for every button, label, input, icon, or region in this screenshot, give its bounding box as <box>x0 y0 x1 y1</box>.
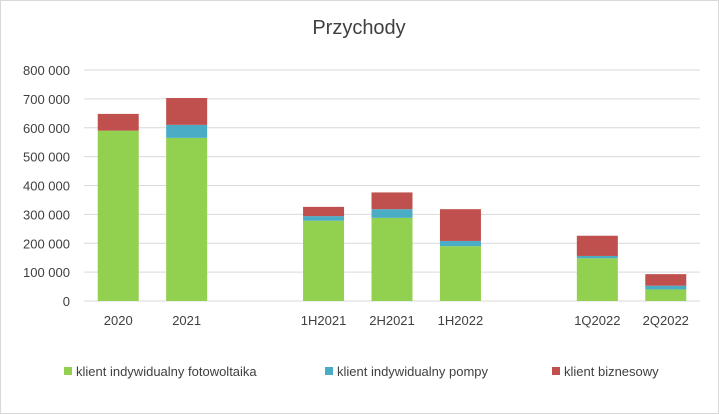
bar-segment <box>371 217 413 301</box>
y-tick-label: 700 000 <box>23 92 70 107</box>
bar-segment <box>303 216 345 221</box>
x-tick-label: 1H2021 <box>301 313 347 328</box>
legend-label: klient indywidualny pompy <box>337 364 489 379</box>
bar-segment <box>645 289 687 301</box>
bar-segment <box>303 206 345 217</box>
bar-segment <box>439 209 481 241</box>
bar-segment <box>166 137 208 301</box>
bar-segment <box>97 113 139 131</box>
legend-label: klient indywidualny fotowoltaika <box>76 364 257 379</box>
bar-segment <box>645 274 687 286</box>
bar-segment <box>645 285 687 290</box>
x-axis-ticks: 2020 2021 1H2021 2H2021 1H2022 1Q2022 2Q2022 <box>104 313 689 328</box>
y-tick-label: 0 <box>63 294 70 309</box>
legend-swatch <box>552 367 560 375</box>
x-tick-label: 1Q2022 <box>574 313 620 328</box>
x-tick-label: 1H2022 <box>438 313 484 328</box>
bar-segment <box>576 258 618 301</box>
y-axis-ticks: 0 100 000 200 000 300 000 400 000 500 000 600 … <box>23 63 70 309</box>
bar-segment <box>166 124 208 138</box>
bars <box>97 98 687 301</box>
y-tick-label: 500 000 <box>23 150 70 165</box>
y-tick-label: 300 000 <box>23 207 70 222</box>
legend-swatch <box>325 367 333 375</box>
x-tick-label: 2Q2022 <box>643 313 689 328</box>
bar-segment <box>371 192 413 210</box>
y-tick-label: 800 000 <box>23 63 70 78</box>
y-tick-label: 100 000 <box>23 265 70 280</box>
x-tick-label: 2H2021 <box>369 313 415 328</box>
bar-segment <box>371 209 413 218</box>
y-tick-label: 200 000 <box>23 236 70 251</box>
legend-swatch <box>64 367 72 375</box>
y-tick-label: 400 000 <box>23 179 70 194</box>
y-tick-label: 600 000 <box>23 121 70 136</box>
bar-segment <box>97 130 139 301</box>
legend: klient indywidualny fotowoltaika klient i… <box>64 364 659 379</box>
bar-segment <box>166 98 208 125</box>
bar-segment <box>439 246 481 301</box>
x-tick-label: 2021 <box>172 313 201 328</box>
x-tick-label: 2020 <box>104 313 133 328</box>
bar-segment <box>303 220 345 301</box>
bar-segment <box>439 240 481 247</box>
bar-segment <box>576 235 618 256</box>
legend-label: klient biznesowy <box>564 364 659 379</box>
chart-title: Przychody <box>312 17 405 39</box>
bar-segment <box>576 255 618 259</box>
